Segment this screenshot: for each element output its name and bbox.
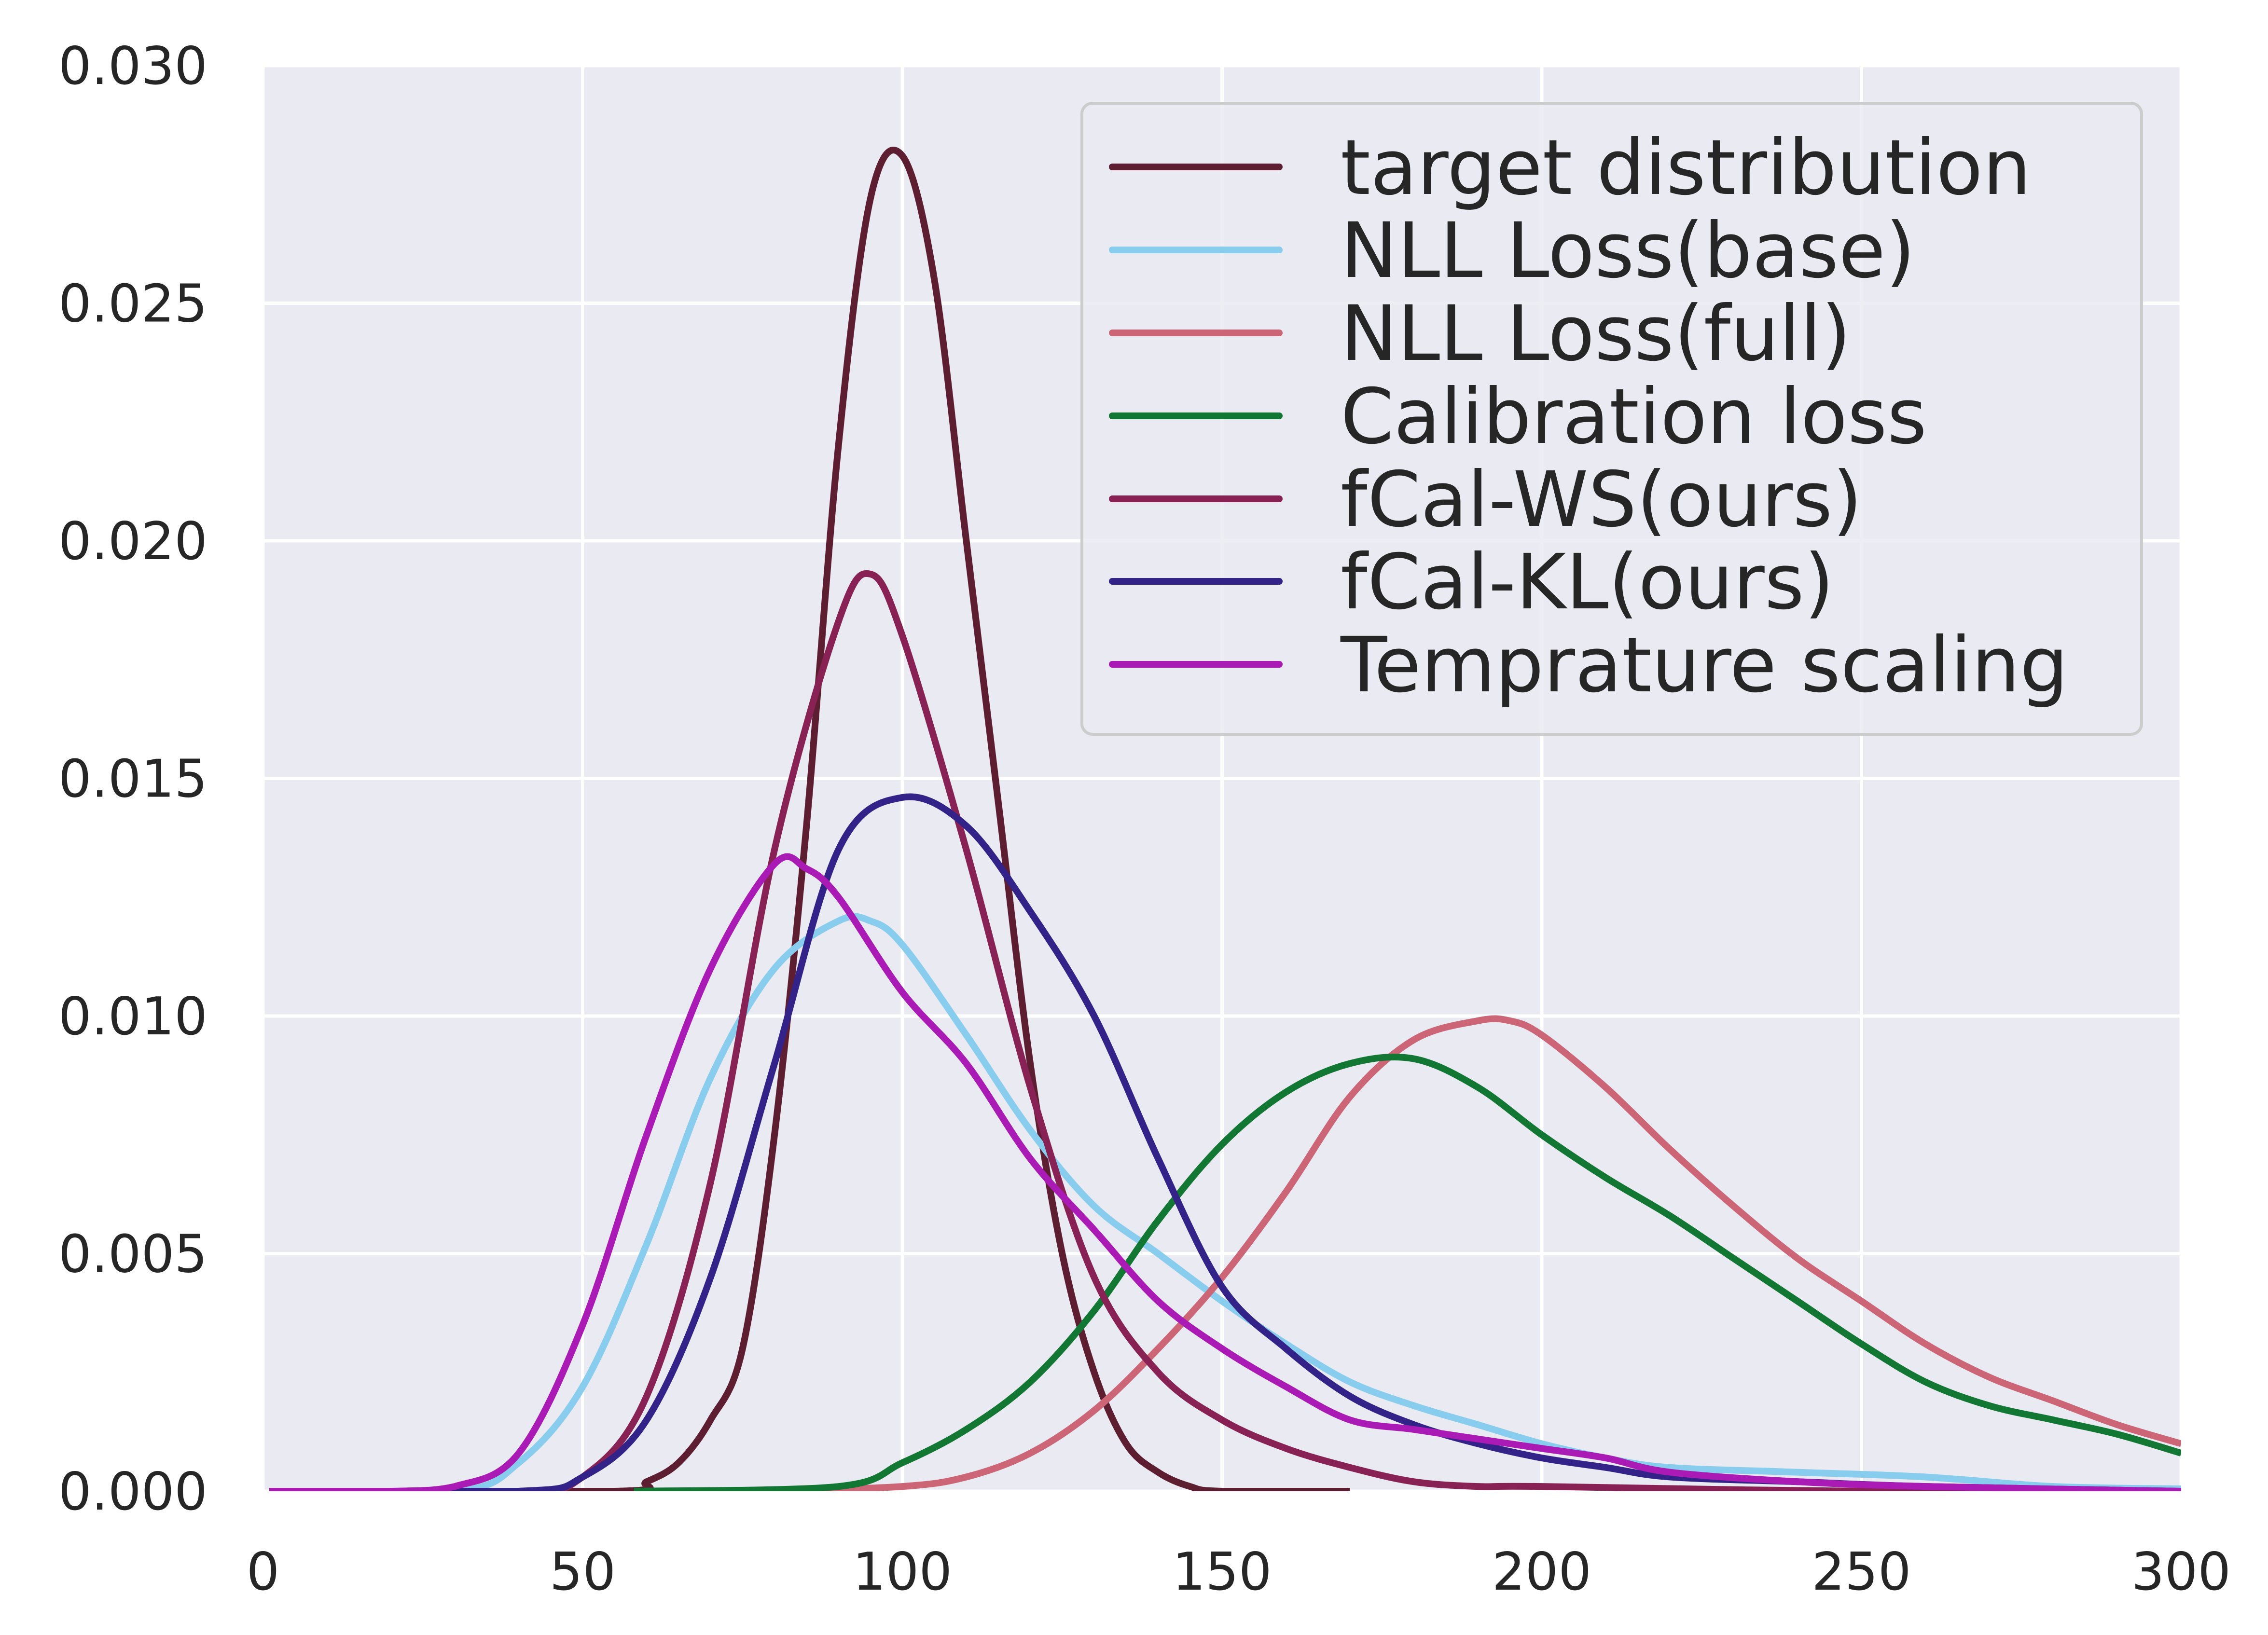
y-tick-label: 0.015 bbox=[58, 749, 207, 810]
series-line-3 bbox=[634, 1054, 2181, 1491]
legend-item: target distribution bbox=[1109, 124, 2031, 212]
legend-label: Calibration loss bbox=[1341, 372, 1927, 461]
y-tick-label: 0.030 bbox=[58, 36, 207, 96]
series-line-2 bbox=[774, 1015, 2181, 1491]
series-line-0 bbox=[269, 147, 1350, 1491]
legend-item: fCal-KL(ours) bbox=[1109, 538, 1834, 627]
y-tick-label: 0.010 bbox=[58, 987, 207, 1047]
legend-item: Calibration loss bbox=[1109, 372, 1927, 461]
x-tick-label: 150 bbox=[1172, 1542, 1272, 1602]
y-axis-ticks: 0.000 0.005 0.010 0.015 0.020 0.025 0.030 bbox=[58, 36, 207, 1522]
series-line-5 bbox=[269, 793, 2181, 1491]
series-line-6 bbox=[269, 853, 2181, 1491]
legend-label: fCal-KL(ours) bbox=[1341, 538, 1834, 627]
legend-item: NLL Loss(base) bbox=[1109, 206, 1915, 295]
legend-label: Temprature scaling bbox=[1340, 621, 2068, 710]
legend-item: Temprature scaling bbox=[1109, 621, 2068, 710]
legend-label: target distribution bbox=[1341, 124, 2031, 212]
legend-label: fCal-WS(ours) bbox=[1341, 455, 1862, 544]
x-tick-label: 0 bbox=[247, 1542, 280, 1602]
y-tick-label: 0.025 bbox=[58, 274, 207, 334]
x-tick-label: 100 bbox=[853, 1542, 952, 1602]
series-line-4 bbox=[269, 570, 2181, 1491]
y-tick-label: 0.000 bbox=[58, 1462, 207, 1522]
x-tick-label: 50 bbox=[550, 1542, 616, 1602]
x-axis-ticks: 0 50 100 150 200 250 300 bbox=[247, 1542, 2231, 1602]
legend-label: NLL Loss(full) bbox=[1341, 289, 1851, 378]
y-tick-label: 0.005 bbox=[58, 1224, 207, 1285]
x-tick-label: 300 bbox=[2131, 1542, 2231, 1602]
series-line-1 bbox=[269, 913, 2181, 1491]
legend-label: NLL Loss(base) bbox=[1341, 206, 1915, 295]
series-lines bbox=[269, 147, 2181, 1491]
legend-box bbox=[1080, 102, 2143, 736]
y-tick-label: 0.020 bbox=[58, 511, 207, 572]
x-tick-label: 250 bbox=[1812, 1542, 1911, 1602]
legend-item: NLL Loss(full) bbox=[1109, 289, 1851, 378]
x-tick-label: 200 bbox=[1492, 1542, 1591, 1602]
legend-item: fCal-WS(ours) bbox=[1109, 455, 1862, 544]
